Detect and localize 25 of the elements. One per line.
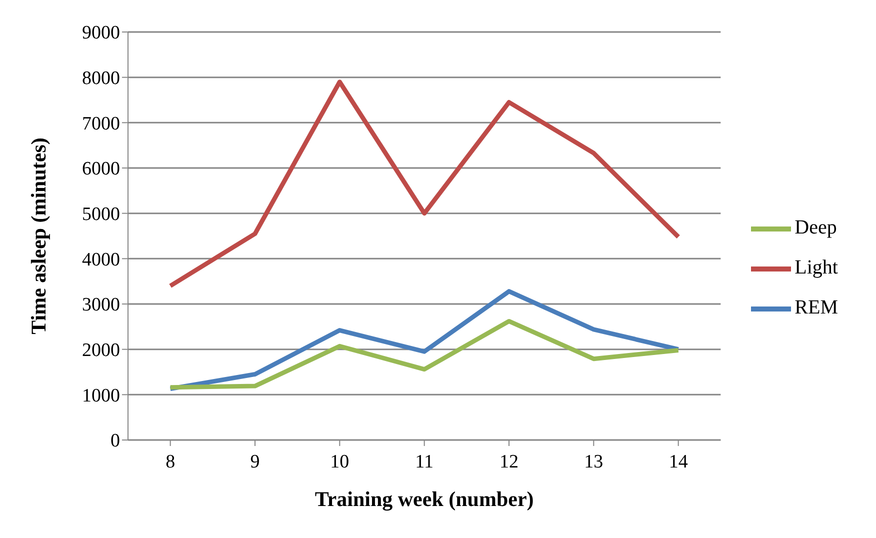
y-tick-label: 1000 [82, 385, 120, 406]
y-tick-label: 4000 [82, 249, 120, 270]
x-tick-label: 8 [166, 451, 176, 472]
y-tick-label: 2000 [82, 340, 120, 362]
legend-label: Light [794, 256, 838, 279]
y-tick-label: 7000 [82, 113, 120, 134]
y-tick-label: 8000 [82, 68, 120, 90]
line-series [168, 80, 681, 288]
x-axis-title: Training week (number) [314, 487, 534, 511]
y-tick-label: 9000 [82, 22, 120, 44]
x-tick-label: 14 [668, 451, 688, 472]
line-series [168, 318, 681, 390]
x-tick-label: 11 [415, 451, 434, 472]
legend-label: Deep [794, 216, 837, 239]
x-tick-label: 12 [499, 451, 518, 472]
x-tick-label: 9 [250, 451, 260, 472]
line-series [168, 289, 681, 392]
y-tick-label: 0 [110, 430, 120, 452]
x-tick-label: 10 [330, 451, 350, 472]
x-tick-label: 13 [584, 451, 604, 472]
y-axis-title: Time asleep (minutes) [26, 138, 50, 334]
legend-label: REM [794, 296, 838, 319]
y-tick-label: 3000 [82, 294, 120, 316]
y-tick-label: 5000 [82, 204, 120, 226]
y-tick-label: 6000 [82, 158, 120, 180]
